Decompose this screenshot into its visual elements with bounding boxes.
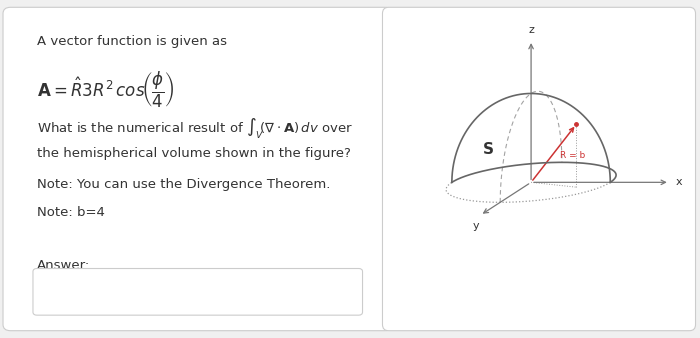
Text: Note: b=4: Note: b=4 xyxy=(36,206,104,219)
Text: R = b: R = b xyxy=(560,151,585,160)
FancyBboxPatch shape xyxy=(3,7,393,331)
FancyBboxPatch shape xyxy=(33,268,363,315)
Text: the hemispherical volume shown in the figure?: the hemispherical volume shown in the fi… xyxy=(36,147,351,160)
Text: Note: You can use the Divergence Theorem.: Note: You can use the Divergence Theorem… xyxy=(36,178,330,191)
Text: A vector function is given as: A vector function is given as xyxy=(36,35,227,48)
Text: y: y xyxy=(473,221,480,231)
Text: $\mathbf{A} = \hat{R}3R^2\,cos\!\left(\dfrac{\phi}{4}\right)$: $\mathbf{A} = \hat{R}3R^2\,cos\!\left(\d… xyxy=(36,70,174,110)
Text: z: z xyxy=(528,25,534,35)
Text: S: S xyxy=(483,142,493,157)
Text: Answer:: Answer: xyxy=(36,259,90,272)
Text: x: x xyxy=(676,177,682,187)
FancyBboxPatch shape xyxy=(382,7,696,331)
Text: What is the numerical result of $\int_V\!(\nabla \cdot \mathbf{A})\,dv$ over: What is the numerical result of $\int_V\… xyxy=(36,116,353,141)
